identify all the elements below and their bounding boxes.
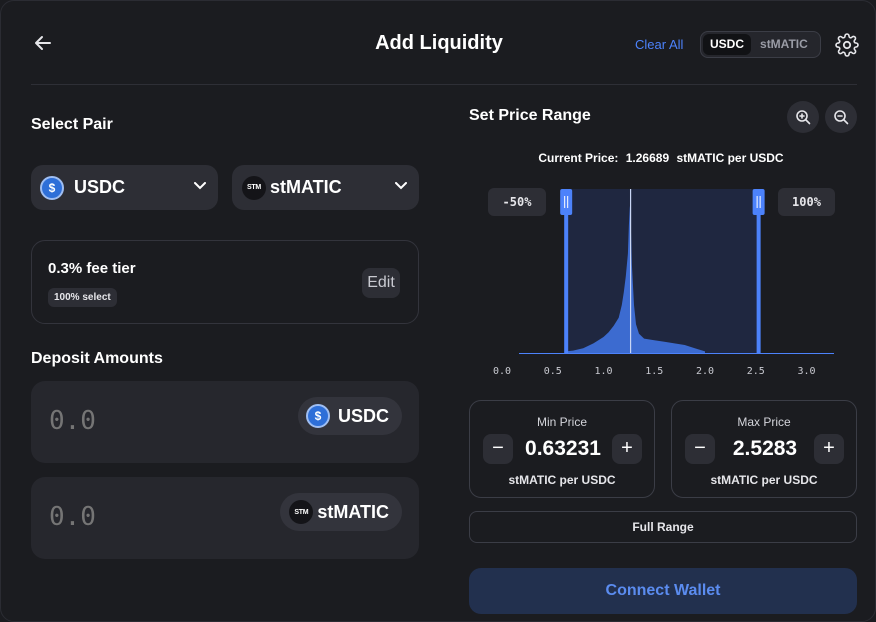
chevron-down-icon [194, 182, 206, 190]
zoom-out-icon [834, 110, 849, 125]
current-price-value: 1.26689 [625, 151, 670, 165]
deposit-amounts-label: Deposit Amounts [31, 350, 163, 367]
upper-range-percent: 100% [778, 188, 835, 216]
x-tick-label: 1.0 [594, 366, 612, 377]
gear-icon[interactable] [835, 33, 859, 57]
lower-range-handle[interactable] [560, 189, 573, 215]
select-pair-label: Select Pair [31, 116, 113, 133]
zoom-in-button[interactable] [787, 101, 819, 133]
set-price-range-label: Set Price Range [469, 107, 591, 124]
fee-tier-badge: 100% select [48, 288, 117, 307]
token-a-chip[interactable]: $ USDC [297, 397, 402, 435]
min-price-label: Min Price [536, 415, 587, 429]
max-price-label: Max Price [737, 415, 791, 429]
current-price-label: Current Price: [538, 151, 619, 165]
full-range-button[interactable]: Full Range [469, 511, 857, 543]
edit-fee-button[interactable]: Edit [362, 268, 400, 298]
zoom-in-icon [796, 110, 811, 125]
back-arrow-icon[interactable] [31, 31, 55, 55]
stmatic-coin-icon: STM [242, 175, 266, 200]
deposit-card-a: $ USDC [31, 381, 419, 463]
max-price-increment-button[interactable]: + [814, 434, 844, 464]
x-tick-label: 0.5 [544, 366, 562, 377]
selected-range-area [566, 189, 759, 353]
connect-wallet-button[interactable]: Connect Wallet [469, 568, 857, 614]
x-tick-label: 1.5 [645, 366, 663, 377]
min-price-unit: stMATIC per USDC [508, 473, 616, 487]
price-range-chart: 0.0 0.5 1.0 1.5 2.0 2.5 3.0 [493, 189, 834, 377]
deposit-card-b: STM stMATIC [31, 477, 419, 559]
fee-tier-title: 0.3% fee tier [48, 260, 136, 277]
toggle-usdc[interactable]: USDC [703, 34, 752, 55]
max-price-unit: stMATIC per USDC [710, 473, 818, 487]
usdc-coin-icon: $ [40, 175, 64, 200]
current-price: Current Price: 1.26689 stMATIC per USDC [469, 151, 857, 165]
token-b-select[interactable]: STM stMATIC [232, 165, 419, 210]
token-a-select[interactable]: $ USDC [31, 165, 218, 210]
x-tick-label: 2.0 [696, 366, 714, 377]
amount-b-input[interactable] [49, 497, 269, 537]
min-price-decrement-button[interactable]: − [483, 434, 513, 464]
token-a-label: USDC [74, 177, 126, 197]
x-tick-label: 2.5 [747, 366, 765, 377]
chevron-down-icon [395, 182, 407, 190]
token-b-label: stMATIC [270, 177, 342, 197]
amount-a-input[interactable] [49, 401, 269, 441]
token-a-chip-label: USDC [337, 405, 389, 426]
stmatic-coin-icon: STM [289, 500, 314, 524]
liquidity-area [564, 205, 705, 353]
fee-tier-card: 0.3% fee tier 100% select Edit [31, 240, 419, 324]
x-tick-label: 3.0 [797, 366, 815, 377]
upper-range-handle[interactable] [752, 189, 765, 215]
min-price-increment-button[interactable]: + [612, 434, 642, 464]
max-price-card: Max Price − 2.5283 + stMATIC per USDC [671, 400, 857, 498]
header-divider [31, 84, 857, 85]
toggle-stmatic[interactable]: stMATIC [760, 37, 808, 51]
clear-all-button[interactable]: Clear All [635, 37, 684, 52]
x-tick-label: 0.0 [493, 366, 511, 377]
token-b-chip[interactable]: STM stMATIC [280, 493, 402, 531]
max-price-decrement-button[interactable]: − [685, 434, 715, 464]
min-price-value[interactable]: 0.63231 [525, 437, 601, 460]
lower-range-percent: -50% [488, 188, 546, 216]
token-toggle: USDC stMATIC [700, 31, 821, 58]
zoom-out-button[interactable] [825, 101, 857, 133]
max-price-value[interactable]: 2.5283 [732, 437, 798, 460]
usdc-coin-icon: $ [305, 404, 330, 428]
token-b-chip-label: stMATIC [317, 501, 389, 522]
current-price-unit: stMATIC per USDC [676, 151, 784, 165]
min-price-card: Min Price − 0.63231 + stMATIC per USDC [469, 400, 655, 498]
